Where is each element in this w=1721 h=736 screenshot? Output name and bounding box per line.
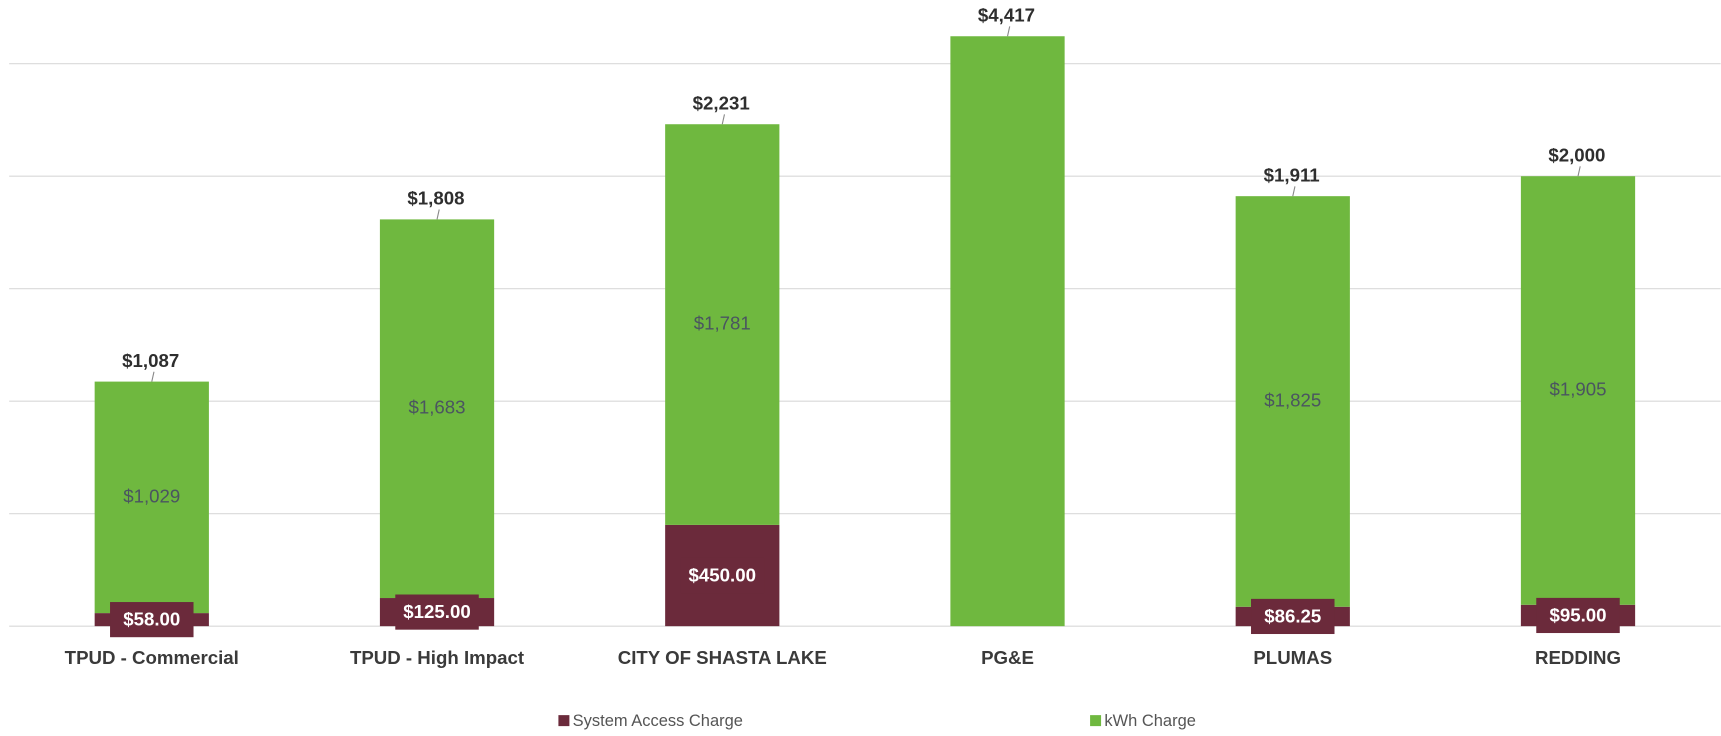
total-label: $4,417 bbox=[978, 4, 1035, 25]
bar-segment bbox=[950, 36, 1065, 627]
x-tick-label: CITY OF SHASTA LAKE bbox=[618, 647, 827, 668]
x-tick-label: TPUD - High Impact bbox=[350, 647, 524, 668]
total-label: $1,808 bbox=[407, 188, 464, 209]
label-box bbox=[1251, 598, 1335, 635]
leader-line bbox=[1006, 26, 1011, 37]
bars bbox=[94, 36, 1636, 627]
leader-line bbox=[436, 209, 440, 220]
bar-segment bbox=[1235, 196, 1350, 607]
total-label: $1,087 bbox=[122, 350, 179, 371]
x-tick-label: PG&E bbox=[981, 647, 1034, 668]
total-label: $1,911 bbox=[1264, 164, 1320, 185]
bar-segment bbox=[1520, 176, 1636, 605]
grid bbox=[9, 63, 1721, 627]
data-label: $1,029 bbox=[123, 485, 180, 506]
data-label: $450.00 bbox=[689, 565, 756, 586]
legend-swatch bbox=[558, 715, 570, 727]
leader-line bbox=[721, 114, 726, 125]
data-label: $95.00 bbox=[1549, 604, 1606, 625]
leader-line bbox=[1577, 166, 1581, 177]
data-label: $1,781 bbox=[694, 313, 751, 334]
leader-line bbox=[151, 371, 155, 382]
bar-segment bbox=[94, 381, 209, 614]
label-box bbox=[680, 557, 765, 594]
bar-segment bbox=[665, 124, 780, 525]
bar-segment bbox=[379, 219, 495, 599]
label-box bbox=[1536, 597, 1620, 634]
legend-swatch bbox=[1090, 715, 1102, 727]
x-tick-label: REDDING bbox=[1535, 647, 1621, 668]
data-label: $125.00 bbox=[403, 601, 470, 622]
label-box bbox=[110, 602, 194, 638]
data-label: $86.25 bbox=[1264, 605, 1321, 626]
total-label: $2,231 bbox=[693, 92, 750, 113]
x-tick-label: PLUMAS bbox=[1253, 647, 1332, 668]
data-label: $1,683 bbox=[408, 397, 465, 418]
leader-line bbox=[1292, 186, 1296, 197]
legend-label: System Access Charge bbox=[573, 712, 743, 730]
data-label: $58.00 bbox=[123, 609, 180, 630]
data-label: $1,825 bbox=[1264, 389, 1321, 410]
total-label: $2,000 bbox=[1548, 144, 1605, 165]
labels: TPUD - Commercial $58.00 $1,029 $1,087 TPUD … bbox=[65, 4, 1621, 730]
x-tick-label: TPUD - Commercial bbox=[65, 647, 239, 668]
label-box bbox=[395, 594, 479, 630]
data-label: $1,905 bbox=[1549, 378, 1606, 399]
legend-label: kWh Charge bbox=[1104, 712, 1196, 730]
